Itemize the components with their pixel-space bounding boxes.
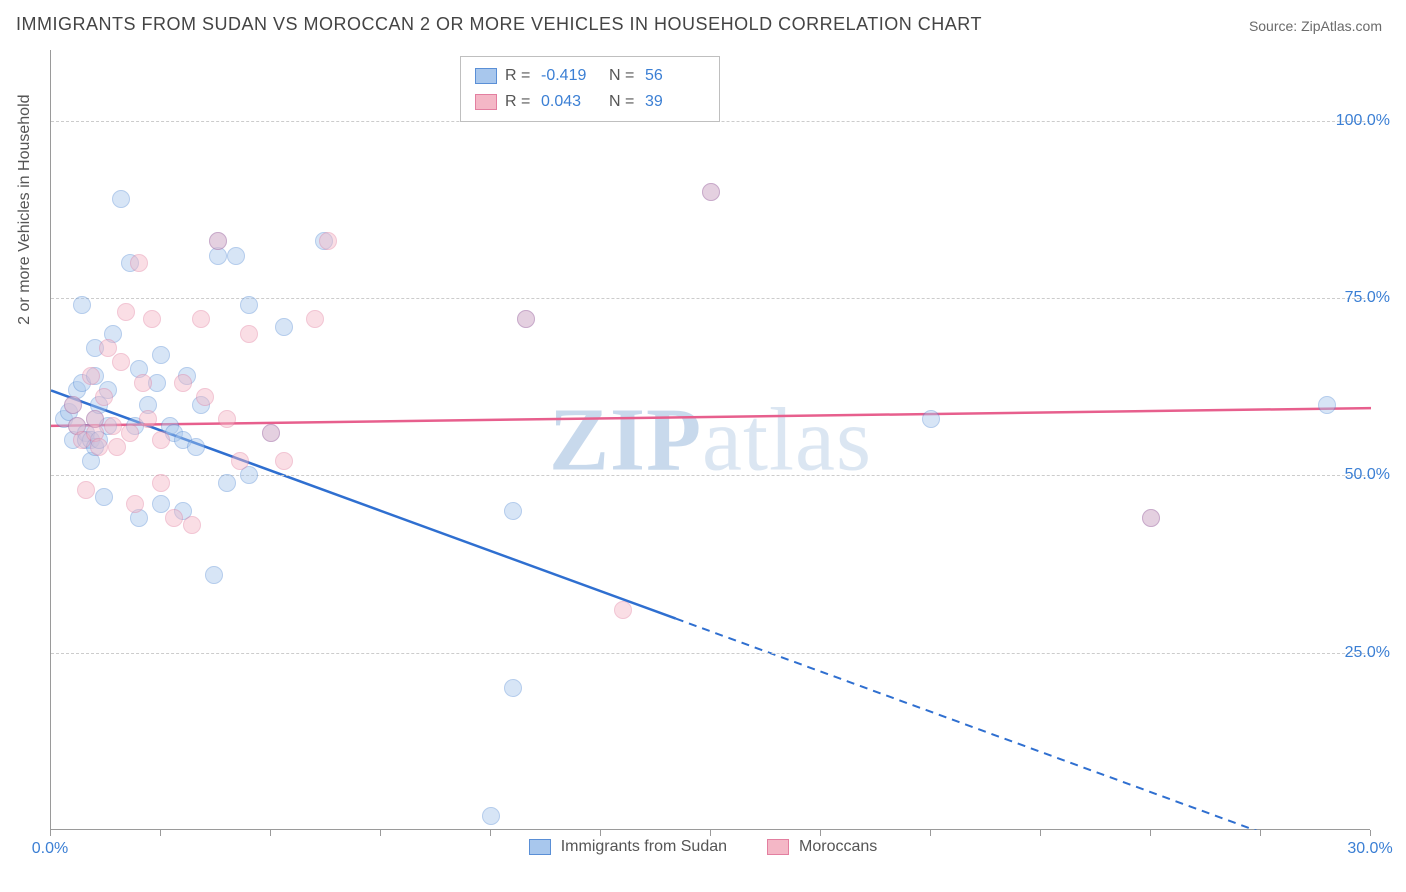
legend-r-label: R = (505, 93, 533, 111)
data-point (121, 424, 139, 442)
x-tick-mark (820, 830, 821, 836)
data-point (218, 410, 236, 428)
x-tick-mark (600, 830, 601, 836)
data-point (275, 318, 293, 336)
data-point (99, 339, 117, 357)
source-label: Source: ZipAtlas.com (1249, 18, 1382, 34)
data-point (77, 481, 95, 499)
y-tick-label: 100.0% (1336, 112, 1390, 130)
data-point (614, 601, 632, 619)
data-point (218, 474, 236, 492)
data-point (183, 516, 201, 534)
data-point (504, 502, 522, 520)
x-tick-mark (1370, 830, 1371, 836)
legend-n-label: N = (609, 67, 637, 85)
data-point (306, 310, 324, 328)
data-point (275, 452, 293, 470)
data-point (205, 566, 223, 584)
legend-swatch (475, 94, 497, 110)
legend-stats-row: R = -0.419 N = 56 (475, 63, 705, 89)
data-point (240, 325, 258, 343)
x-tick-mark (930, 830, 931, 836)
data-point (112, 190, 130, 208)
data-point (86, 410, 104, 428)
y-tick-label: 75.0% (1345, 289, 1390, 307)
legend-n-label: N = (609, 93, 637, 111)
data-point (108, 438, 126, 456)
y-tick-label: 50.0% (1345, 466, 1390, 484)
legend-swatch (529, 839, 551, 855)
legend-swatch (767, 839, 789, 855)
x-tick-label: 30.0% (1347, 840, 1392, 858)
data-point (126, 495, 144, 513)
plot-area: ZIPatlas (50, 50, 1370, 830)
x-tick-mark (1040, 830, 1041, 836)
legend-n-value: 56 (645, 67, 705, 85)
data-point (117, 303, 135, 321)
x-tick-mark (490, 830, 491, 836)
data-point (227, 247, 245, 265)
data-point (95, 488, 113, 506)
x-tick-mark (270, 830, 271, 836)
data-point (187, 438, 205, 456)
data-point (231, 452, 249, 470)
x-tick-mark (710, 830, 711, 836)
data-point (130, 254, 148, 272)
data-point (319, 232, 337, 250)
legend-stats: R = -0.419 N = 56 R = 0.043 N = 39 (460, 56, 720, 122)
gridline (51, 653, 1370, 654)
data-point (504, 679, 522, 697)
data-point (152, 431, 170, 449)
data-point (702, 183, 720, 201)
legend-swatch (475, 68, 497, 84)
data-point (240, 296, 258, 314)
legend-series-label: Immigrants from Sudan (561, 838, 727, 856)
x-tick-mark (380, 830, 381, 836)
data-point (482, 807, 500, 825)
x-tick-mark (50, 830, 51, 836)
x-tick-mark (1260, 830, 1261, 836)
y-axis-label: 2 or more Vehicles in Household (16, 94, 34, 324)
legend-series: Immigrants from Sudan Moroccans (0, 838, 1406, 856)
data-point (1318, 396, 1336, 414)
data-point (112, 353, 130, 371)
data-point (517, 310, 535, 328)
data-point (64, 396, 82, 414)
data-point (82, 367, 100, 385)
chart-title: IMMIGRANTS FROM SUDAN VS MOROCCAN 2 OR M… (16, 14, 982, 35)
trend-lines (51, 50, 1371, 830)
data-point (192, 310, 210, 328)
data-point (104, 417, 122, 435)
data-point (95, 388, 113, 406)
data-point (73, 296, 91, 314)
x-tick-mark (160, 830, 161, 836)
data-point (90, 438, 108, 456)
legend-r-value: 0.043 (541, 93, 601, 111)
data-point (134, 374, 152, 392)
x-tick-label: 0.0% (32, 840, 68, 858)
data-point (152, 495, 170, 513)
legend-series-item: Moroccans (767, 838, 877, 856)
legend-r-value: -0.419 (541, 67, 601, 85)
y-tick-label: 25.0% (1345, 644, 1390, 662)
data-point (152, 346, 170, 364)
legend-series-label: Moroccans (799, 838, 877, 856)
legend-r-label: R = (505, 67, 533, 85)
legend-n-value: 39 (645, 93, 705, 111)
watermark-bold: ZIP (549, 390, 702, 489)
legend-stats-row: R = 0.043 N = 39 (475, 89, 705, 115)
data-point (152, 474, 170, 492)
data-point (143, 310, 161, 328)
data-point (262, 424, 280, 442)
x-tick-mark (1150, 830, 1151, 836)
watermark-light: atlas (702, 390, 872, 489)
data-point (165, 509, 183, 527)
legend-series-item: Immigrants from Sudan (529, 838, 727, 856)
data-point (1142, 509, 1160, 527)
data-point (139, 410, 157, 428)
data-point (922, 410, 940, 428)
data-point (209, 232, 227, 250)
data-point (174, 374, 192, 392)
data-point (196, 388, 214, 406)
